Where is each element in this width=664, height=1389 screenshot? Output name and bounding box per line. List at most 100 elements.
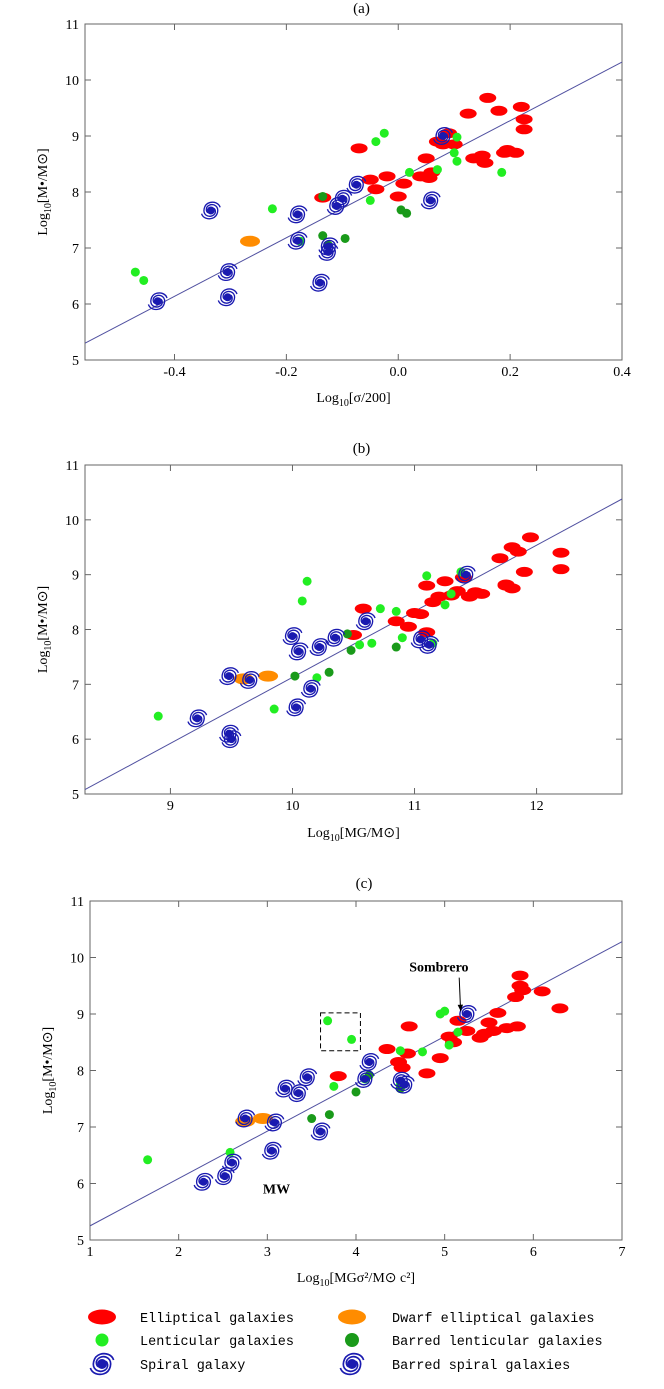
panel-b-elliptical-point-10 [436,576,454,587]
panel-c-elliptical-point-6 [418,1068,436,1079]
panel-a-y-tick-label-5: 10 [65,74,79,89]
panel-a-lenticular-point-9 [449,148,459,158]
panel-b-frame [84,464,623,795]
panel-c-x-tick-label-0: 1 [87,1245,94,1260]
panel-a-spiral-point-2 [217,263,238,282]
panel-b-x-tick-label-1: 10 [285,799,299,814]
panel-c-spiral-point-0 [193,1172,214,1191]
panel-a-lenticular-point-0 [130,267,140,277]
panel-a-x-tick-label-0: -0.4 [163,365,185,380]
panel-b-dwarf-point-1 [258,670,279,682]
legend-label: Spiral galaxy [140,1359,245,1374]
panel-a-elliptical-point-23 [512,101,530,112]
panel-b-fit-line [85,498,622,791]
panel-a-spiral-point-4 [287,205,308,224]
panel-c-elliptical-point-24 [551,1003,569,1014]
panel-b-lenticular-point-7 [375,604,385,614]
panel-a-x-axis-label: Log10[σ/200] [316,391,390,409]
panel-c-elliptical-point-23 [533,986,551,997]
panel-c-lenticular-point-0 [143,1155,153,1165]
panel-c-lenticular-point-4 [347,1034,357,1044]
panel-a-series-elliptical [314,92,533,203]
panel-a-elliptical-point-18 [479,92,497,103]
panel-c-series-barred-lenticular [307,1070,405,1124]
panel-b-barred-lenticular-point-0 [290,671,300,681]
panel-a-y-tick-label-6: 11 [66,18,79,33]
panel-a-elliptical-point-13 [445,139,463,150]
panel-b-elliptical-point-22 [515,566,533,577]
panel-a-dwarf-point-0 [240,235,261,247]
panel-c-series-spiral [193,1005,477,1191]
panel-a-barred-lenticular-point-0 [318,191,328,201]
panel-c-spiral-point-4 [261,1141,282,1160]
panel-a-spiral-point-6 [309,273,330,292]
panel-a-lenticular-point-11 [452,156,462,166]
panel-b-x-axis-label: Log10[MG/M⊙] [307,826,400,844]
panel-b-elliptical-point-17 [491,553,509,564]
legend-item-spiral: Spiral galaxy [89,1352,245,1376]
panel-b-lenticular-point-12 [440,600,450,610]
panel-b-spiral-point-6 [286,698,307,717]
panel-b-elliptical-point-3 [399,621,417,632]
panel-b-x-tick-label-0: 9 [167,799,174,814]
panel-c-spiral-point-8 [297,1068,318,1087]
panel-a-elliptical-point-19 [490,105,508,116]
panel-c-lenticular-point-12 [453,1027,463,1037]
panel-b-y-tick-label-5: 10 [65,514,79,529]
panel-c-elliptical-point-7 [431,1053,449,1064]
panel-b-lenticular-point-13 [446,589,456,599]
panel-b-y-tick-label-2: 7 [72,678,79,693]
panel-b-y-axis-label: Log10[M•/M⊙] [36,586,54,673]
panel-b-elliptical-point-23 [521,532,539,543]
panel-c-y-tick-label-5: 10 [70,952,84,967]
panel-b-barred-lenticular-point-2 [342,629,352,639]
panel-b-series-barred-lenticular [290,629,401,681]
panel-c-elliptical-point-1 [378,1044,396,1055]
chart-panel-b: (b) 9 10 11 12 5 6 7 8 9 10 11 Log10[MG/M⊙] Log10[M•/… [36,441,623,844]
panel-c-series-elliptical [329,970,569,1082]
panel-a-spiral-point-1 [200,201,221,220]
chart-panel-a: (a) -0.4 -0.2 0.0 0.2 0.4 5 6 7 8 9 10 11 Log10[σ/200… [36,1,631,409]
panel-c-elliptical-point-19 [508,1021,526,1032]
light-green-dot-icon [95,1333,109,1347]
panel-b-elliptical-point-16 [473,588,491,599]
panel-c-x-tick-label-1: 2 [175,1245,182,1260]
panel-b-elliptical-point-1 [354,603,372,614]
panel-a-elliptical-point-0 [350,143,368,154]
panel-c-elliptical-point-16 [489,1007,507,1018]
panel-b-elliptical-point-6 [418,580,436,591]
legend-label: Dwarf elliptical galaxies [392,1312,595,1327]
panel-c-elliptical-point-11 [458,1025,476,1036]
panel-c-barred-lenticular-point-1 [324,1110,334,1120]
panel-a-spiral-point-12 [420,191,441,210]
panel-c-x-tick-label-4: 5 [441,1245,448,1260]
panel-a-series-dwarf [240,235,261,247]
panel-a-frame [84,23,623,361]
panel-b-spiral-point-5 [282,627,303,646]
panel-c-y-tick-label-3: 8 [77,1065,84,1080]
panel-a-lenticular-point-10 [452,132,462,142]
legend-label: Barred spiral galaxies [392,1359,570,1374]
panel-b-spiral-point-7 [288,642,309,661]
panel-b-series-spiral [187,565,476,749]
panel-b-barred-lenticular-point-3 [346,645,356,655]
legend-item-elliptical: Elliptical galaxies [88,1309,294,1327]
legend-item-barred-spiral: Barred spiral galaxies [339,1352,570,1376]
panel-b-lenticular-point-1 [269,704,279,714]
panel-b-y-tick-label-6: 11 [66,459,79,474]
panel-b-spiral-point-8 [300,679,321,698]
panel-a-spiral-point-3 [217,288,238,307]
panel-b-series-elliptical [345,532,570,640]
panel-b-title: (b) [353,441,371,457]
panel-c-frame [89,900,623,1241]
panel-b-barred-lenticular-point-1 [324,667,334,677]
panel-c-lenticular-point-10 [440,1006,450,1016]
panel-a-elliptical-point-7 [417,153,435,164]
panel-b-y-tick-label-0: 5 [72,788,79,803]
panel-b-elliptical-point-2 [387,616,405,627]
panel-c-spiral-point-9 [310,1122,331,1141]
panel-a-elliptical-point-3 [378,171,396,182]
panel-b-lenticular-point-9 [397,633,407,643]
panel-b-lenticular-point-0 [153,711,163,721]
